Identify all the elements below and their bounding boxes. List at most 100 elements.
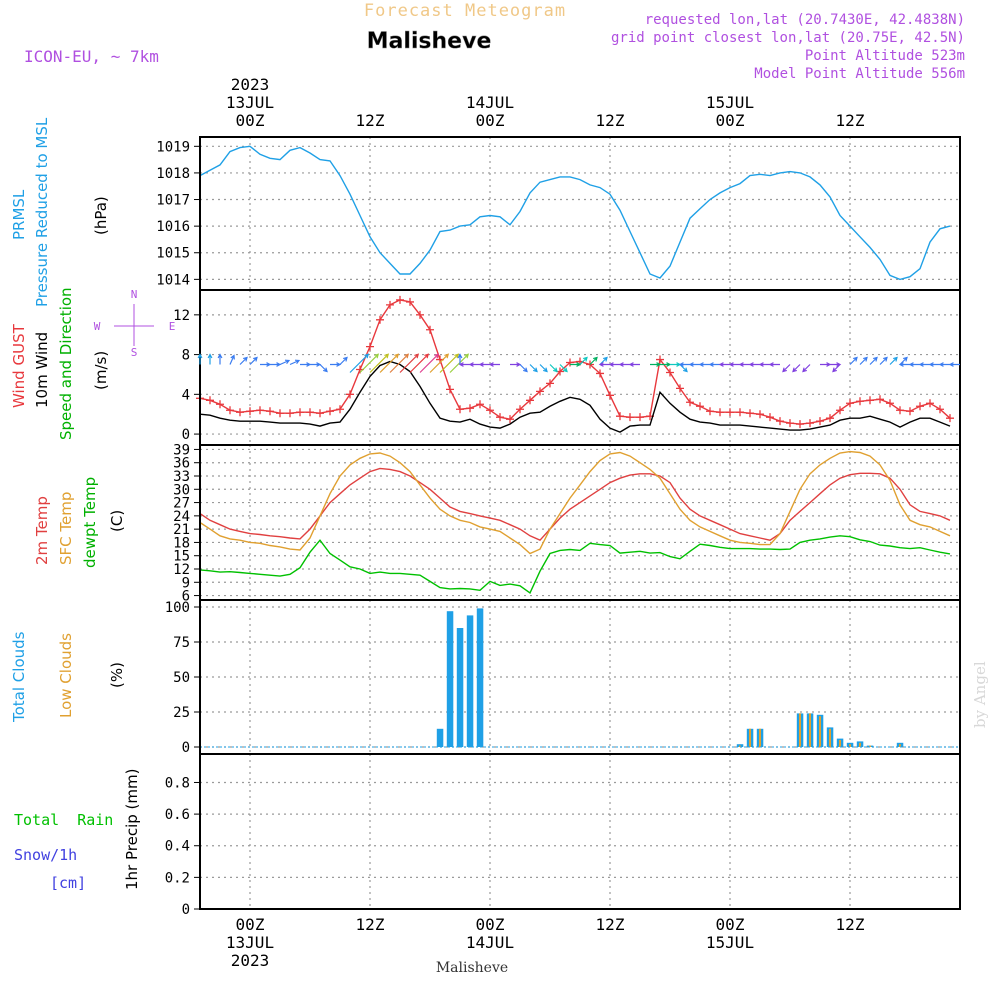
- wind-arrow-icon: [650, 362, 662, 367]
- time-tick-label: 14JUL: [466, 933, 514, 952]
- snow-label: Snow/1h: [14, 846, 77, 864]
- wind-arrow-icon: [758, 362, 770, 367]
- bar-low-clouds: [849, 744, 851, 747]
- wind-arrow-icon: [869, 356, 878, 365]
- wind-arrow-icon: [589, 356, 598, 365]
- gust-marker: [696, 402, 704, 411]
- gust-label: Wind GUST: [10, 323, 28, 408]
- panel-frame: [199, 753, 961, 910]
- gust-marker: [626, 413, 634, 422]
- bar-low-clouds: [819, 716, 821, 747]
- wind-arrow-icon: [628, 362, 640, 367]
- gust-marker: [206, 396, 214, 405]
- gust-marker: [946, 414, 954, 423]
- faded-title: Forecast Meteogram: [364, 1, 566, 21]
- wind-arrow-icon: [889, 356, 898, 365]
- gust-marker: [686, 398, 694, 407]
- wind-arrow-icon: [879, 356, 888, 365]
- time-tick-label: 00Z: [236, 915, 265, 934]
- wind-arrow-icon: [529, 364, 538, 373]
- chart-plot-area: 1014101510161017101810190481269121518212…: [156, 75, 961, 970]
- bar-low-clouds: [899, 744, 901, 747]
- wind-arrow-icon: [678, 362, 690, 367]
- wind-arrow-icon: [458, 362, 470, 367]
- y-tick-label: 75: [173, 635, 190, 651]
- wind-arrow-icon: [197, 353, 203, 365]
- time-tick-label: 12Z: [836, 915, 865, 934]
- wind-arrow-icon: [468, 362, 480, 367]
- low-clouds-label: Low Clouds: [57, 633, 75, 718]
- wind-arrow-icon: [349, 353, 370, 373]
- wind-arrow-icon: [908, 362, 920, 367]
- gust-marker: [456, 405, 464, 414]
- gust-marker: [666, 368, 674, 377]
- wind-arrow-icon: [728, 362, 740, 367]
- bar-low-clouds: [759, 728, 761, 747]
- gust-marker: [366, 342, 374, 351]
- wind-arrow-icon: [539, 364, 548, 373]
- y-tick-label: 1016: [156, 219, 190, 235]
- y-tick-label: 0: [182, 427, 190, 443]
- y-tick-label: 6: [182, 589, 190, 605]
- temp-panel-labels: 2m Temp SFC Temp dewpt Temp (C): [33, 477, 126, 568]
- gust-marker: [836, 406, 844, 415]
- bar-total-clouds: [446, 611, 454, 747]
- y-tick-label: 0: [182, 902, 190, 918]
- y-tick-label: 0.6: [165, 807, 190, 823]
- bar-total-clouds: [436, 728, 444, 747]
- wind-arrow-icon: [670, 362, 682, 367]
- gust-marker: [716, 408, 724, 417]
- y-tick-label: 33: [173, 469, 190, 485]
- wind-arrow-icon: [559, 364, 568, 373]
- gust-marker: [406, 297, 414, 306]
- series-line-sfc-temp: [199, 450, 951, 555]
- wind-arrow-icon: [409, 353, 430, 373]
- panel-frame: [199, 289, 961, 446]
- y-tick-label: 1017: [156, 193, 190, 209]
- wind-arrow-icon: [217, 353, 223, 365]
- wind-arrow-icon: [918, 362, 930, 367]
- gust-marker: [286, 409, 294, 418]
- gust-marker: [926, 399, 934, 408]
- bar-low-clouds: [829, 728, 831, 747]
- gust-marker: [256, 406, 264, 415]
- bar-total-clouds: [476, 608, 484, 747]
- wind-arrow-icon: [820, 362, 832, 367]
- y-tick-label: 21: [173, 522, 190, 538]
- bar-low-clouds: [809, 713, 811, 747]
- wind-arrow-icon: [598, 362, 610, 367]
- panel-frame: [199, 444, 961, 601]
- gust-marker: [226, 406, 234, 415]
- wind-arrow-icon: [399, 353, 420, 373]
- wind-arrow-icon: [608, 362, 620, 367]
- gust-marker: [736, 408, 744, 417]
- y-tick-label: 9: [182, 575, 190, 591]
- total-rain-label: Total Rain: [14, 811, 113, 829]
- gust-marker: [566, 358, 574, 367]
- gust-marker: [386, 300, 394, 309]
- gust-marker: [936, 405, 944, 414]
- gust-marker: [586, 360, 594, 369]
- gust-marker: [766, 413, 774, 422]
- wind-arrow-icon: [928, 362, 940, 367]
- wind-arrow-icon: [688, 362, 700, 367]
- time-tick-label: 13JUL: [226, 93, 274, 112]
- time-tick-label: 00Z: [236, 111, 265, 130]
- gust-marker: [446, 385, 454, 394]
- page-title: Malisheve: [367, 29, 492, 54]
- bar-low-clouds: [869, 745, 871, 747]
- wind-arrow-icon: [339, 356, 348, 365]
- panel-4: 0 0.2 0.4 0.6 0.8: [165, 753, 961, 918]
- gust-marker: [496, 413, 504, 422]
- time-tick-label: 2023: [231, 75, 270, 94]
- wind-arrow-icon: [510, 362, 522, 367]
- gust-marker: [806, 419, 814, 428]
- gust-marker: [656, 355, 664, 364]
- wind-arrow-icon: [948, 362, 960, 367]
- compass-east: E: [169, 320, 176, 333]
- compass-north: N: [131, 288, 138, 301]
- wind-arrow-icon: [249, 356, 258, 365]
- gust-marker: [636, 413, 644, 422]
